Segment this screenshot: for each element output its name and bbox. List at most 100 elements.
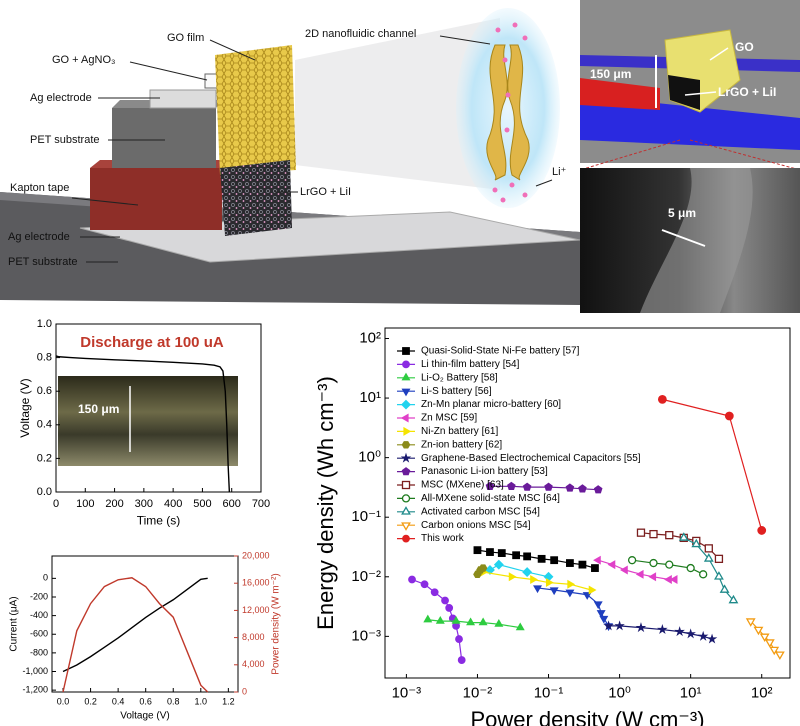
x-tick-label: 10⁻² [463,684,493,701]
y-tick-label: 10⁻³ [351,627,381,644]
lrgo-chunk [668,75,700,110]
legend-marker [401,506,411,515]
marker [493,559,504,570]
legend-label: Panasonic Li-ion battery [53] [421,466,548,477]
y-tick-label: 10⁻¹ [351,508,381,525]
marker [599,615,609,624]
lrgo [220,160,292,236]
y2-tick-label: 12,000 [242,605,270,615]
marker [578,560,587,569]
plot-frame [384,327,791,679]
y-tick-label: 0.2 [37,452,52,464]
series-line [477,549,596,569]
y-tick-label: 10² [359,329,381,346]
marker [466,617,476,626]
marker [445,604,454,612]
y2-axis-label: Power density (W m⁻²) [271,573,282,674]
zoom-line [689,139,800,171]
marker [674,626,685,637]
legend-marker [401,388,411,397]
marker [408,575,416,584]
x-tick-label: 200 [105,498,123,510]
go-film [215,45,296,175]
x-axis-label: Voltage (V) [120,711,169,722]
marker [420,580,429,589]
y-tick-label: 0 [43,573,48,583]
marker [774,651,785,660]
plot-frame [51,555,239,693]
x-tick-label: 0.2 [84,696,97,706]
y-tick-label: 10⁻² [351,568,381,585]
inset-image [58,376,238,466]
marker [515,622,525,631]
leader [209,39,256,61]
marker [544,482,553,491]
marker [757,526,767,535]
y-tick-label: -1,200 [22,685,48,695]
marker [686,563,695,573]
fiber [640,168,753,313]
marker [512,551,521,560]
x-axis-label: Time (s) [137,513,181,527]
series-line [489,563,549,578]
marker [565,483,575,492]
inset-label: 150 μm [78,402,119,416]
label: 5 μm [668,206,696,220]
zoom-line [579,139,681,171]
label: Li⁺ [552,166,567,178]
marker [486,548,494,556]
marker [578,484,587,493]
marker [478,617,488,626]
marker [485,481,495,490]
marker [769,646,780,656]
y-tick-label: 0.6 [37,385,52,397]
marker [678,532,689,541]
x-tick-label: 400 [164,498,182,510]
marker [719,584,730,593]
legend-label: This work [421,533,465,544]
y-tick-label: -800 [30,647,48,657]
marker [764,639,775,648]
legend-label: Ni-Zn battery [61] [421,426,498,437]
marker [565,589,575,598]
marker [522,482,532,491]
red-layer [580,78,660,110]
marker [614,620,625,631]
x-tick-label: 10⁰ [608,684,631,701]
marker [533,585,542,594]
y2-tick-label: 20,000 [242,550,270,560]
legend-marker [403,426,412,436]
marker [522,567,533,578]
x-tick-label: 0.6 [139,696,152,706]
label: 2D nanofluidic channel [305,28,416,40]
discharge-inset: 150 μm [58,376,238,466]
y2-tick-label: 8,000 [242,632,265,642]
y2-tick-label: 4,000 [242,659,265,669]
x-tick-label: 700 [252,498,270,510]
marker [636,528,646,537]
legend-label: All-MXene solid-state MSC [64] [421,493,560,504]
marker [566,559,574,567]
y-tick-label: 0.0 [37,486,52,498]
legend-marker [401,522,411,531]
marker [745,618,756,627]
y-axis-label: Energy density (Wh cm⁻³) [313,376,338,630]
marker [706,633,718,644]
label: LrGO + LiI [300,186,351,198]
channel-right [507,44,530,181]
y2-tick-label: 0 [242,686,247,696]
pointer [709,47,729,61]
marker [714,571,724,580]
marker [497,549,506,557]
marker [607,560,616,570]
marker [455,635,463,643]
series-line [662,398,763,531]
label: Kapton tape [10,182,69,194]
pointer [684,91,717,96]
x-tick-label: 600 [223,498,241,510]
blue-layer [580,95,800,150]
ag-electrode [149,89,217,109]
marker [685,628,696,639]
y2-tick-label: 16,000 [242,578,270,588]
x-tick-label: 10⁻¹ [534,684,564,701]
